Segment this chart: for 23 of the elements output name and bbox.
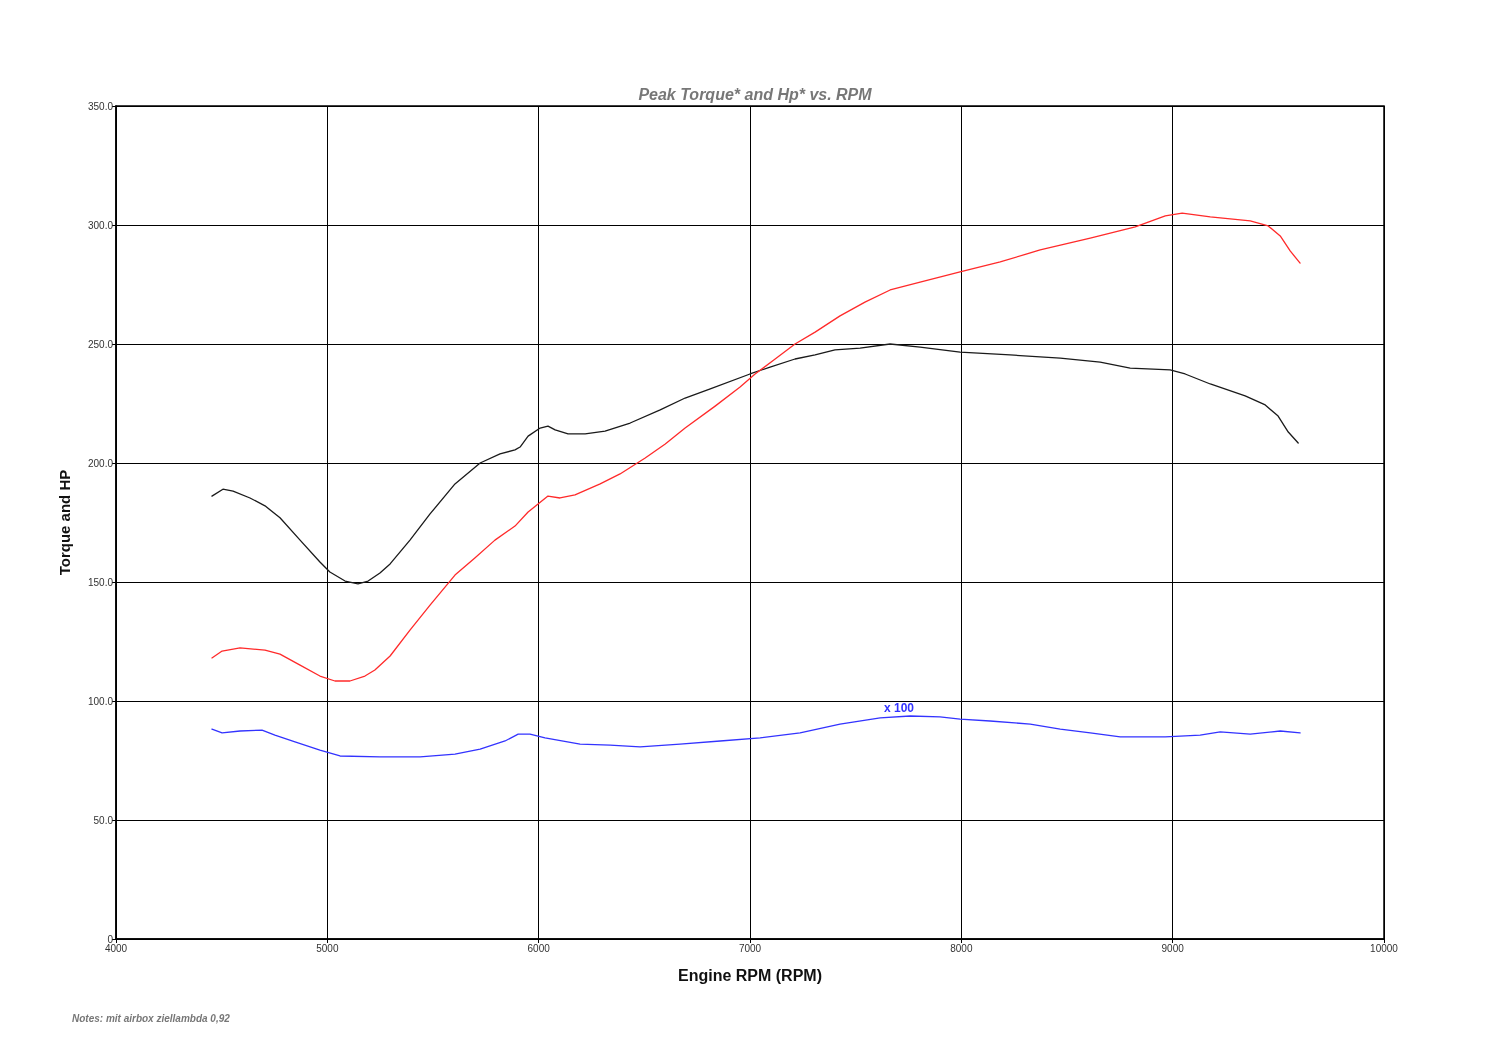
y-tick-label: 100.0 xyxy=(87,695,114,707)
y-axis-title: Torque and HP xyxy=(56,469,73,576)
y-tick-label: 250.0 xyxy=(87,338,114,350)
line-series xyxy=(211,343,1299,585)
x-tick-label: 8000 xyxy=(950,942,973,954)
chart-title: Peak Torque* and Hp* vs. RPM xyxy=(638,85,873,103)
text: Notes: mit airbox ziellambda 0,92 xyxy=(72,1012,231,1024)
annotation: x 100 xyxy=(884,701,915,715)
x-tick-label: 5000 xyxy=(316,942,339,954)
y-tick-label: 0 xyxy=(107,933,114,945)
y-tick-label: 150.0 xyxy=(87,576,114,588)
y-tick-label: 200.0 xyxy=(87,457,114,469)
x-tick-label: 10000 xyxy=(1370,942,1399,954)
x-axis-title: Engine RPM (RPM) xyxy=(678,966,822,984)
x-tick-label: 7000 xyxy=(738,942,762,954)
x-tick-label: 4000 xyxy=(104,942,128,954)
y-tick-label: 300.0 xyxy=(87,219,114,231)
line-series xyxy=(211,212,1301,682)
x-tick-label: 9000 xyxy=(1161,942,1185,954)
x-tick-label: 6000 xyxy=(527,942,551,954)
y-tick-label: 350.0 xyxy=(87,100,114,112)
line-series xyxy=(211,715,1301,758)
y-tick-label: 50.0 xyxy=(93,814,114,826)
